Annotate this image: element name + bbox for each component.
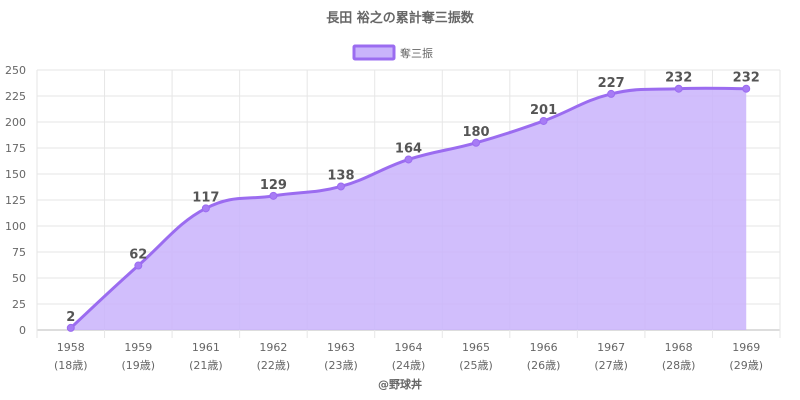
y-tick-label-125: 125	[5, 194, 26, 207]
y-tick-label-250: 250	[5, 64, 26, 77]
data-label-1958: 2	[66, 310, 75, 325]
x-tick-label: 1964	[395, 341, 423, 354]
y-tick-label-225: 225	[5, 90, 26, 103]
x-tick-age-label: (23歳)	[324, 359, 358, 372]
x-tick-label: 1962	[259, 341, 287, 354]
x-tick-age-label: (18歳)	[54, 359, 88, 372]
y-tick-label-150: 150	[5, 168, 26, 181]
data-points	[66, 84, 751, 332]
data-point-1958	[66, 323, 75, 332]
x-tick-age-label: (27歳)	[594, 359, 628, 372]
data-point-1965	[472, 138, 481, 147]
x-tick-label: 1969	[732, 341, 760, 354]
x-tick-label: 1958	[57, 341, 85, 354]
data-point-1966	[539, 116, 548, 125]
y-tick-label-200: 200	[5, 116, 26, 129]
y-tick-label-100: 100	[5, 220, 26, 233]
x-tick-label: 1968	[665, 341, 693, 354]
legend-label: 奪三振	[400, 46, 433, 60]
x-tick-age-label: (28歳)	[662, 359, 696, 372]
data-label-1963: 138	[327, 168, 354, 183]
data-point-1964	[404, 155, 413, 164]
credit-text: @野球丼	[378, 377, 422, 391]
x-tick-label: 1965	[462, 341, 490, 354]
x-axis-ticks: 1958 (18歳) 1959 (19歳) 1961 (21歳) 1962 (22歳) 1963…	[54, 341, 763, 372]
chart-title: 長田 裕之の累計奪三振数	[326, 10, 475, 26]
data-label-1961: 117	[192, 190, 219, 205]
data-point-1959	[134, 261, 143, 270]
x-tick-age-label: (29歳)	[729, 359, 763, 372]
x-tick-label: 1963	[327, 341, 355, 354]
y-tick-label-50: 50	[12, 272, 26, 285]
y-axis-ticks: 0 25 50 75 100 125 150 175 200 225 250	[5, 64, 26, 337]
x-tick-label: 1961	[192, 341, 220, 354]
y-tick-label-175: 175	[5, 142, 26, 155]
y-tick-label-25: 25	[12, 298, 26, 311]
data-point-1963	[336, 182, 345, 191]
x-tick-label: 1967	[597, 341, 625, 354]
x-tick-age-label: (19歳)	[122, 359, 156, 372]
series-area-fill	[70, 88, 747, 330]
data-label-1959: 62	[129, 248, 147, 263]
y-tick-label-75: 75	[12, 246, 26, 259]
data-point-1967	[607, 89, 616, 98]
x-tick-label: 1966	[530, 341, 558, 354]
x-tick-label: 1959	[124, 341, 152, 354]
x-tick-age-label: (26歳)	[527, 359, 561, 372]
legend-swatch	[352, 44, 396, 61]
x-tick-age-label: (22歳)	[257, 359, 291, 372]
data-labels: 2 62 117 129 138 164 180 201 227 232 232	[66, 71, 760, 325]
data-point-1962	[269, 191, 278, 200]
data-point-1961	[201, 204, 210, 213]
data-point-1969	[742, 84, 751, 93]
data-label-1967: 227	[598, 76, 625, 91]
x-tick-age-label: (21歳)	[189, 359, 223, 372]
data-label-1962: 129	[260, 178, 287, 193]
data-label-1966: 201	[530, 103, 557, 118]
data-label-1965: 180	[462, 125, 489, 140]
data-label-1964: 164	[395, 141, 422, 156]
data-label-1968: 232	[665, 71, 692, 86]
legend[interactable]: 奪三振	[352, 44, 433, 61]
data-label-1969: 232	[733, 71, 760, 86]
y-tick-label-0: 0	[19, 324, 26, 337]
x-tick-age-label: (24歳)	[392, 359, 426, 372]
data-point-1968	[674, 84, 683, 93]
x-tick-age-label: (25歳)	[459, 359, 493, 372]
